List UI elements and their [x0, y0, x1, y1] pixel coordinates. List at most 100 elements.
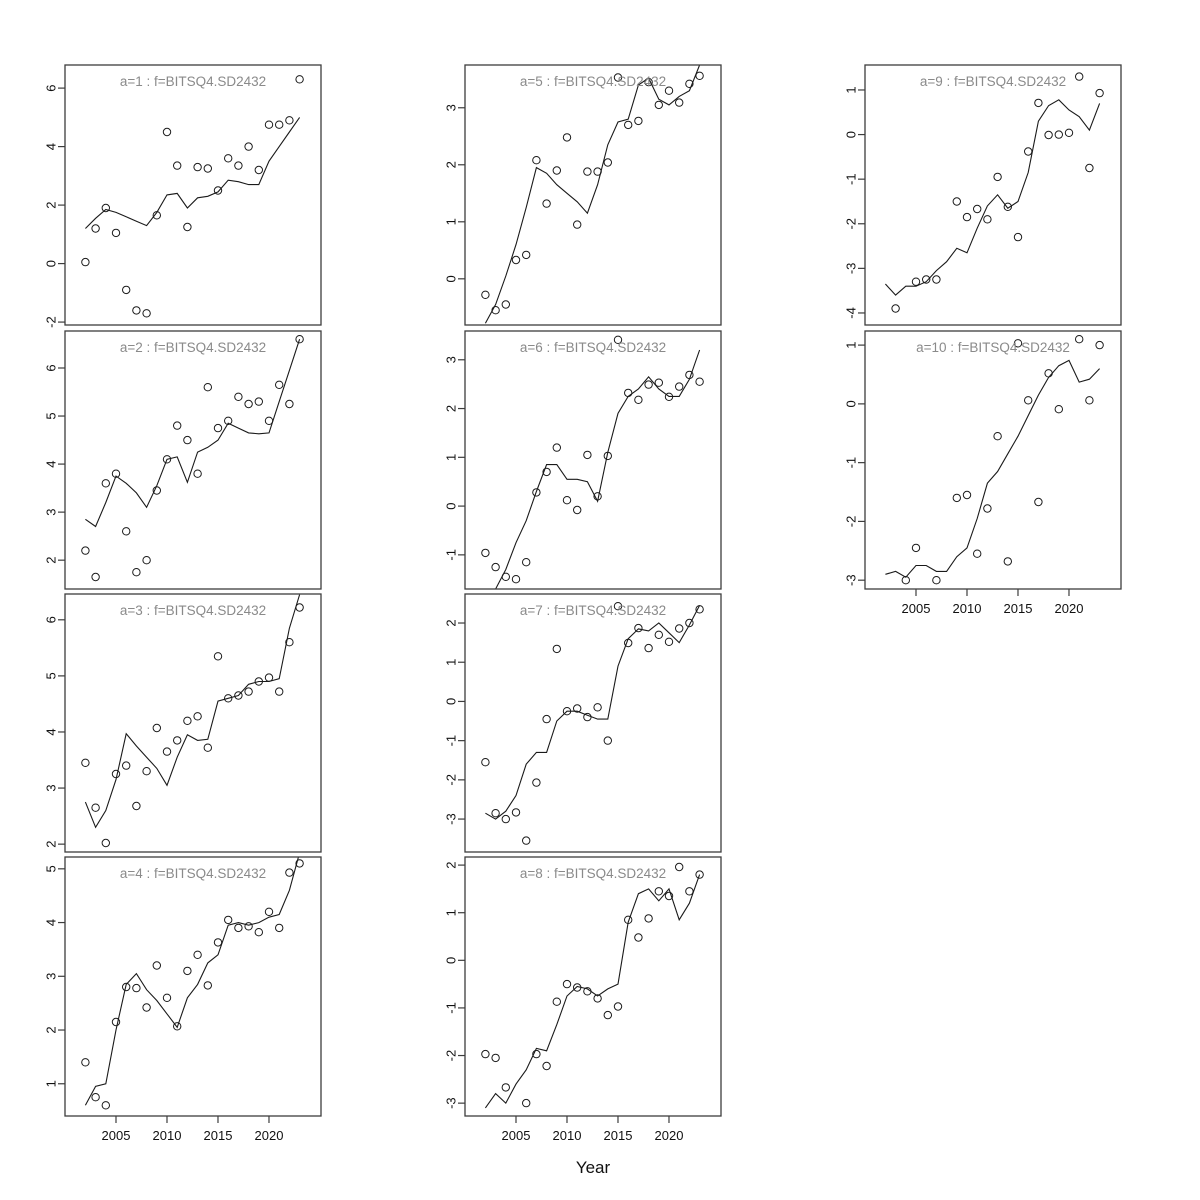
panel-title-a7: a=7 : f=BITSQ4.SD2432 [520, 603, 666, 618]
y-tick-label: 1 [443, 218, 458, 225]
x-axis-a4: 2005 2010 2015 2020 [102, 1116, 283, 1143]
y-tick-label: 1 [443, 909, 458, 916]
x-tick-label: 2005 [102, 1128, 131, 1143]
x-tick-label: 2005 [502, 1128, 531, 1143]
y-tick-label: 4 [43, 919, 58, 926]
panel-a10: -3 -2 -1 0 1 2005 2010 2015 2020 a=10 : f=BITSQ4.… [843, 330, 1122, 616]
panel-a4: 1 2 3 4 5 2005 2010 2015 2020 a=4 : f=BITSQ4.SD24… [43, 856, 322, 1143]
x-tick-label: 2015 [604, 1128, 633, 1143]
panel-box-a10 [864, 330, 1122, 590]
y-tick-label: -1 [443, 1002, 458, 1014]
y-tick-label: 0 [43, 260, 58, 267]
y-tick-label: -1 [443, 549, 458, 561]
y-tick-label: 2 [443, 861, 458, 868]
y-axis-a7: -3 -2 -1 0 1 2 [443, 619, 465, 825]
panel-box-a5 [464, 64, 722, 326]
y-tick-label: 2 [43, 841, 58, 848]
y-tick-label: 1 [43, 1080, 58, 1087]
panel-title-a5: a=5 : f=BITSQ4.SD2432 [520, 74, 666, 89]
y-tick-label: 1 [843, 86, 858, 93]
obs-points-a8 [481, 862, 704, 1108]
y-tick-label: 4 [43, 728, 58, 735]
panel-title-a6: a=6 : f=BITSQ4.SD2432 [520, 340, 666, 355]
panel-a9: -4 -3 -2 -1 0 1 a=9 : f=BITSQ4.SD2432 [843, 64, 1122, 326]
y-tick-label: -3 [443, 813, 458, 825]
y-tick-label: 2 [443, 405, 458, 412]
y-tick-label: -3 [443, 1097, 458, 1109]
panel-box-a6 [464, 330, 722, 590]
x-axis-title: Year [575, 1158, 611, 1177]
panel-box-a3 [64, 593, 322, 853]
y-axis-a10: -3 -2 -1 0 1 [843, 341, 865, 586]
panel-a3: 2 3 4 5 6 a=3 : f=BITSQ4.SD2432 [43, 593, 322, 853]
obs-points-a1 [81, 75, 304, 318]
y-axis-a5: 0 1 2 3 [443, 104, 465, 282]
y-tick-label: 2 [443, 619, 458, 626]
y-tick-label: 0 [443, 502, 458, 509]
y-tick-label: -1 [443, 735, 458, 747]
y-tick-label: 1 [843, 341, 858, 348]
y-axis-a1: -2 0 2 4 6 [43, 84, 65, 328]
y-tick-label: 6 [43, 364, 58, 371]
panel-a8: -3 -2 -1 0 1 2 2005 2010 2015 2020 a=8 : f=BITSQ4.… [443, 856, 722, 1143]
panel-a6: -1 0 1 2 3 a=6 : f=BITSQ4.SD2432 [443, 330, 722, 590]
y-tick-label: 0 [443, 275, 458, 282]
y-tick-label: -1 [843, 173, 858, 185]
panel-title-a4: a=4 : f=BITSQ4.SD2432 [120, 866, 266, 881]
y-axis-a8: -3 -2 -1 0 1 2 [443, 861, 465, 1109]
y-tick-label: -3 [843, 263, 858, 275]
panel-title-a1: a=1 : f=BITSQ4.SD2432 [120, 74, 266, 89]
panel-box-a4 [64, 856, 322, 1117]
y-tick-label: -3 [843, 574, 858, 586]
fit-line-a4 [84, 857, 300, 1106]
x-axis-a8: 2005 2010 2015 2020 [502, 1116, 684, 1143]
fit-line-a10 [885, 359, 1100, 578]
fit-line-a9 [884, 99, 1101, 296]
panel-title-a2: a=2 : f=BITSQ4.SD2432 [120, 340, 266, 355]
y-tick-label: 5 [43, 412, 58, 419]
panel-a1: -2 0 2 4 6 a=1 : f=BITSQ4.SD2432 [43, 64, 322, 328]
panel-title-a8: a=8 : f=BITSQ4.SD2432 [520, 866, 666, 881]
obs-points-a4 [81, 859, 304, 1110]
obs-points-a2 [81, 335, 304, 582]
panel-title-a9: a=9 : f=BITSQ4.SD2432 [920, 74, 1066, 89]
y-tick-label: -2 [843, 218, 858, 230]
y-tick-label: 3 [443, 356, 458, 363]
fit-line-a3 [84, 594, 301, 829]
x-axis-a10: 2005 2010 2015 2020 [902, 589, 1084, 616]
y-tick-label: -2 [843, 516, 858, 528]
obs-points-a5 [481, 71, 704, 315]
obs-points-a10 [901, 335, 1104, 585]
y-tick-label: 6 [43, 84, 58, 91]
obs-points-a3 [81, 603, 304, 848]
y-axis-a2: 2 3 4 5 6 [43, 364, 65, 564]
panel-a2: 2 3 4 5 6 a=2 : f=BITSQ4.SD2432 [43, 330, 322, 590]
x-tick-label: 2010 [153, 1128, 182, 1143]
obs-points-a6 [481, 335, 704, 584]
fit-line-a7 [485, 605, 701, 820]
y-tick-label: -2 [443, 1050, 458, 1062]
y-axis-a4: 1 2 3 4 5 [43, 865, 65, 1087]
x-tick-label: 2010 [553, 1128, 582, 1143]
y-tick-label: 5 [43, 865, 58, 872]
y-axis-a3: 2 3 4 5 6 [43, 616, 65, 848]
panel-title-a10: a=10 : f=BITSQ4.SD2432 [916, 340, 1070, 355]
fit-line-a1 [85, 117, 301, 229]
x-tick-label: 2020 [1055, 601, 1084, 616]
y-tick-label: 2 [43, 201, 58, 208]
y-tick-label: 3 [43, 784, 58, 791]
y-tick-label: -2 [443, 774, 458, 786]
panel-box-a8 [464, 856, 722, 1117]
fit-line-a2 [85, 339, 301, 528]
y-tick-label: 1 [443, 659, 458, 666]
y-tick-label: -4 [843, 307, 858, 319]
panel-a5: 0 1 2 3 a=5 : f=BITSQ4.SD2432 [443, 64, 722, 326]
x-tick-label: 2015 [1004, 601, 1033, 616]
x-tick-label: 2005 [902, 601, 931, 616]
y-tick-label: 1 [443, 454, 458, 461]
panel-box-a1 [64, 64, 322, 326]
y-axis-a9: -4 -3 -2 -1 0 1 [843, 86, 865, 319]
fit-line-a5 [484, 65, 701, 324]
x-tick-label: 2020 [655, 1128, 684, 1143]
